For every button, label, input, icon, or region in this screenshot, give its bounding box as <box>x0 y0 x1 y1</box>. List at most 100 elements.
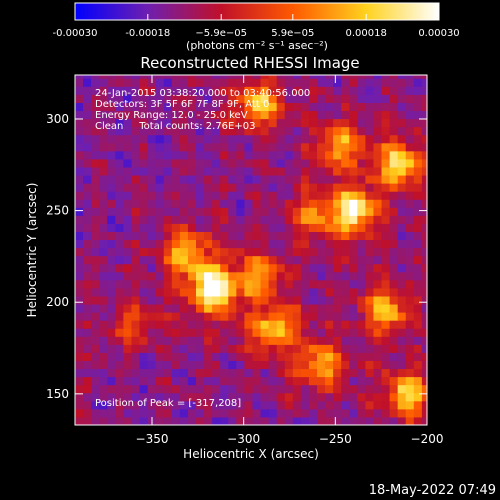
heatmap-cell <box>236 344 245 353</box>
heatmap-cell <box>236 247 245 257</box>
heatmap-cell <box>373 271 383 281</box>
heatmap-cell <box>341 215 350 224</box>
heatmap-cell <box>276 191 286 200</box>
heatmap-cell <box>325 255 334 265</box>
heatmap-cell <box>115 368 124 378</box>
heatmap-cell <box>155 110 165 120</box>
heatmap-cell <box>107 78 116 87</box>
heatmap-cell <box>284 271 294 281</box>
heatmap-cell <box>139 94 149 103</box>
heatmap-cell <box>187 344 197 353</box>
heatmap-cell <box>75 126 84 136</box>
heatmap-cell <box>365 207 374 216</box>
heatmap-cell <box>163 408 173 418</box>
heatmap-cell <box>155 352 165 361</box>
heatmap-cell <box>131 263 141 273</box>
heatmap-cell <box>276 287 286 297</box>
heatmap-cell <box>196 360 205 370</box>
heatmap-cell <box>83 416 92 425</box>
heatmap-cell <box>405 255 415 265</box>
heatmap-cell <box>83 86 92 95</box>
heatmap-cell <box>99 191 108 200</box>
heatmap-cell <box>163 352 173 361</box>
heatmap-cell <box>341 191 350 200</box>
heatmap-cell <box>196 263 205 273</box>
heatmap-cell <box>75 247 84 257</box>
heatmap-cell <box>276 207 286 216</box>
heatmap-cell <box>333 239 342 249</box>
heatmap-cell <box>252 416 262 425</box>
heatmap-cell <box>139 376 149 386</box>
heatmap-cell <box>220 215 229 224</box>
heatmap-cell <box>99 384 108 394</box>
heatmap-cell <box>220 287 229 297</box>
heatmap-cell <box>220 207 229 216</box>
heatmap-cell <box>325 376 334 386</box>
heatmap-cell <box>171 344 181 353</box>
heatmap-cell <box>397 247 407 257</box>
heatmap-cell <box>308 126 318 136</box>
heatmap-cell <box>155 320 165 329</box>
heatmap-cell <box>333 231 342 241</box>
heatmap-cell <box>397 376 407 386</box>
heatmap-cell <box>300 166 310 176</box>
heatmap-cell <box>365 102 374 112</box>
heatmap-cell <box>123 175 132 184</box>
heatmap-cell <box>91 376 100 386</box>
heatmap-cell <box>115 255 124 265</box>
heatmap-cell <box>365 150 374 160</box>
heatmap-cell <box>179 304 189 313</box>
heatmap-cell <box>204 175 213 184</box>
heatmap-cell <box>212 175 221 184</box>
heatmap-cell <box>308 255 318 265</box>
heatmap-cell <box>75 102 84 112</box>
heatmap-cell <box>171 271 181 281</box>
heatmap-cell <box>252 86 262 95</box>
heatmap-cell <box>115 118 124 128</box>
heatmap-cell <box>204 304 213 313</box>
heatmap-cell <box>99 175 108 184</box>
heatmap-cell <box>365 158 374 168</box>
heatmap-cell <box>341 255 350 265</box>
heatmap-cell <box>300 352 310 361</box>
heatmap-cell <box>99 255 108 265</box>
heatmap-cell <box>123 207 132 216</box>
heatmap-cell <box>381 336 391 345</box>
heatmap-cell <box>300 320 310 329</box>
heatmap-cell <box>252 207 262 216</box>
heatmap-cell <box>325 279 334 289</box>
heatmap-cell <box>341 360 350 370</box>
heatmap-cell <box>163 183 173 192</box>
heatmap-cell <box>365 360 374 370</box>
heatmap-cell <box>325 118 334 128</box>
heatmap-cell <box>357 384 366 394</box>
heatmap-cell <box>381 328 391 337</box>
heatmap-cell <box>179 231 189 241</box>
heatmap-cell <box>163 215 173 224</box>
heatmap-cell <box>308 231 318 241</box>
heatmap-cell <box>155 263 165 273</box>
heatmap-cell <box>83 126 92 136</box>
heatmap-cell <box>365 352 374 361</box>
heatmap-cell <box>284 134 294 144</box>
heatmap-cell <box>212 75 221 79</box>
heatmap-cell <box>365 400 374 410</box>
heatmap-cell <box>75 336 84 345</box>
heatmap-cell <box>83 392 92 402</box>
heatmap-cell <box>196 158 205 168</box>
heatmap-cell <box>389 328 399 337</box>
heatmap-cell <box>341 416 350 425</box>
heatmap-cell <box>389 175 399 184</box>
heatmap-cell <box>308 400 318 410</box>
heatmap-cell <box>163 328 173 337</box>
heatmap-cell <box>196 247 205 257</box>
heatmap-cell <box>284 207 294 216</box>
heatmap-cell <box>139 78 149 87</box>
heatmap-cell <box>91 86 100 95</box>
heatmap-cell <box>421 126 427 136</box>
heatmap-cell <box>357 287 366 297</box>
heatmap-cell <box>204 118 213 128</box>
heatmap-cell <box>220 191 229 200</box>
heatmap-cell <box>228 134 237 144</box>
